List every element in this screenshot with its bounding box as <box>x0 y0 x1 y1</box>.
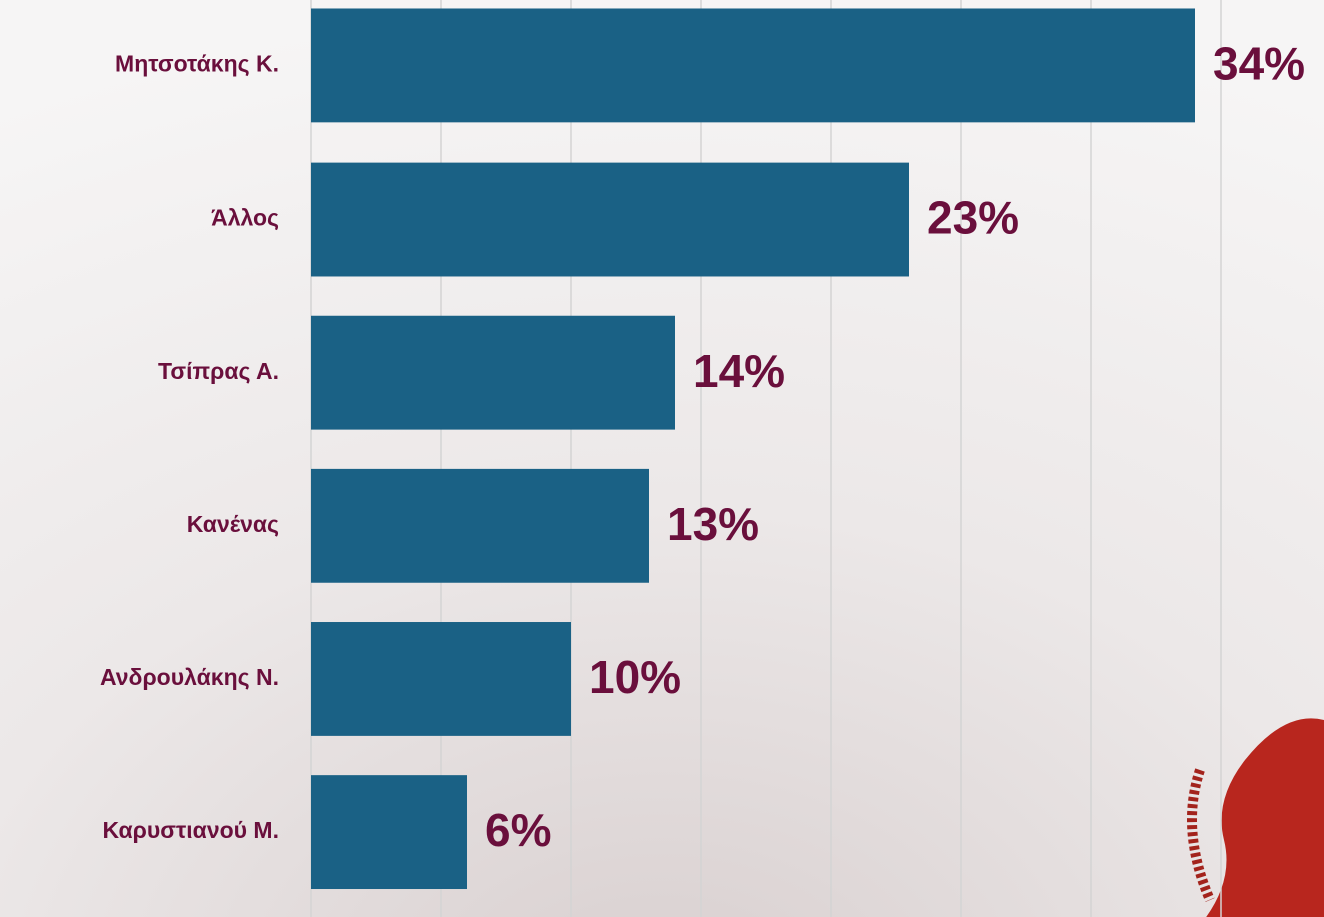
value-label: 23% <box>927 192 1019 244</box>
bar <box>311 8 1195 123</box>
category-label: Ανδρουλάκης Ν. <box>100 664 279 690</box>
value-label: 10% <box>589 651 681 703</box>
value-label: 14% <box>693 345 785 397</box>
phone-icon <box>1187 718 1324 917</box>
bar <box>311 775 467 890</box>
category-label: Άλλος <box>211 205 279 231</box>
category-label: Καρυστιανού Μ. <box>102 817 279 843</box>
bar <box>311 162 909 277</box>
bar <box>311 315 675 430</box>
category-label: Τσίπρας Α. <box>158 358 279 384</box>
value-label: 34% <box>1213 38 1305 90</box>
value-label: 6% <box>485 804 551 856</box>
bar <box>311 622 571 736</box>
category-label: Μητσοτάκης Κ. <box>115 50 279 76</box>
value-label: 13% <box>667 498 759 550</box>
category-label: Κανένας <box>187 511 279 537</box>
bar <box>311 468 649 583</box>
